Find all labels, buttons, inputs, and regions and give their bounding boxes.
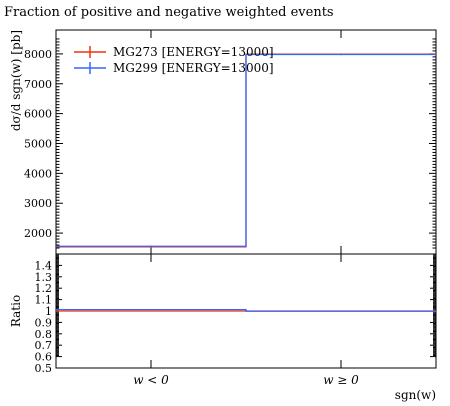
x-axis-label: sgn(w) bbox=[395, 388, 436, 402]
ratio-y-tick-label: 0.7 bbox=[35, 339, 53, 352]
legend: MG273 [ENERGY=13000] MG299 [ENERGY=13000] bbox=[74, 45, 274, 75]
ratio-y-tick-label: 1.3 bbox=[35, 271, 53, 284]
ratio-y-tick-label: 1 bbox=[45, 305, 52, 318]
x-axis: w < 0 w ≥ 0 bbox=[133, 30, 359, 387]
data-point bbox=[340, 53, 342, 56]
main-series-group bbox=[56, 53, 436, 248]
main-y-axis: 2000 3000 4000 5000 6000 7000 8000 bbox=[24, 38, 436, 249]
series-line bbox=[56, 53, 436, 247]
ratio-y-tick-label: 1.2 bbox=[35, 282, 53, 295]
ratio-y-tick-label: 0.9 bbox=[35, 316, 53, 329]
legend-label: MG299 [ENERGY=13000] bbox=[113, 61, 274, 75]
ratio-y-tick-label: 1.1 bbox=[35, 294, 53, 307]
ratio-y-tick-label: 0.6 bbox=[35, 351, 53, 364]
y-tick-label: 5000 bbox=[24, 137, 52, 150]
y-tick-label: 3000 bbox=[24, 197, 52, 210]
ratio-y-tick-label: 1.4 bbox=[35, 259, 53, 272]
ratio-series-line bbox=[56, 308, 436, 312]
ratio-series-group bbox=[56, 308, 436, 312]
y-tick-label: 7000 bbox=[24, 78, 52, 91]
y-tick-label: 6000 bbox=[24, 108, 52, 121]
ratio-y-tick-label: 0.8 bbox=[35, 328, 53, 341]
x-category-label: w < 0 bbox=[133, 373, 169, 387]
ratio-y-tick-label: 0.5 bbox=[35, 362, 53, 375]
ratio-y-axis: 0.50.60.70.80.911.11.21.31.4 bbox=[35, 254, 436, 375]
ratio-y-axis-label: Ratio bbox=[9, 295, 23, 327]
x-category-label: w ≥ 0 bbox=[323, 373, 359, 387]
y-tick-label: 8000 bbox=[24, 48, 52, 61]
legend-label: MG273 [ENERGY=13000] bbox=[113, 45, 274, 59]
y-tick-label: 4000 bbox=[24, 167, 52, 180]
data-point bbox=[150, 245, 152, 248]
chart-title: Fraction of positive and negative weight… bbox=[4, 5, 334, 20]
y-tick-label: 2000 bbox=[24, 227, 52, 240]
y-axis-label: dσ/d sgn(w) [pb] bbox=[9, 30, 23, 131]
